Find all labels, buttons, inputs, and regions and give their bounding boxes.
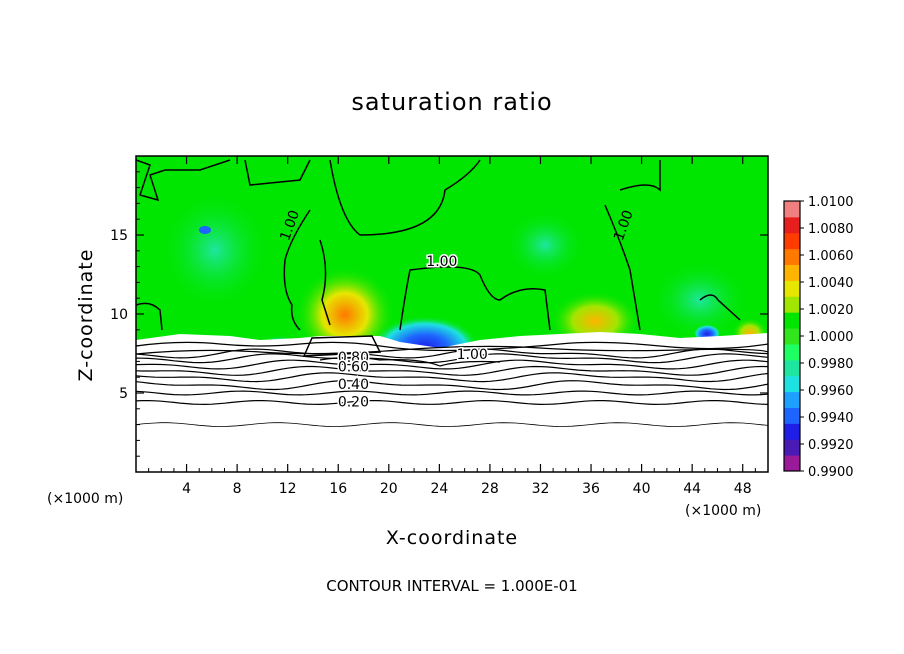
field-patch bbox=[505, 210, 585, 280]
y-tick-label: 15 bbox=[110, 228, 128, 244]
contour-interval-note: CONTOUR INTERVAL = 1.000E-01 bbox=[326, 577, 578, 595]
x-tick-label: 40 bbox=[633, 481, 651, 497]
contour-line bbox=[136, 365, 768, 376]
x-unit-label-left: (×1000 m) bbox=[47, 491, 124, 507]
colorbar-swatch bbox=[784, 455, 800, 472]
colorbar-tick-label: 1.0080 bbox=[808, 222, 854, 237]
x-tick-label: 36 bbox=[582, 481, 600, 497]
chart-title: saturation ratio bbox=[351, 88, 553, 116]
field-patch bbox=[160, 190, 270, 310]
x-axis-ticks: 4 8 12 16 20 24 28 32 36 40 44 48 bbox=[148, 156, 756, 497]
x-tick-label: 16 bbox=[329, 481, 347, 497]
x-tick-label: 4 bbox=[182, 481, 191, 497]
colorbar-swatch bbox=[784, 216, 800, 234]
contour-line bbox=[136, 390, 768, 396]
colorbar-swatch bbox=[784, 439, 800, 456]
colorbar-tick-label: 0.9940 bbox=[808, 411, 854, 426]
contour-label: 1.00 bbox=[457, 347, 488, 363]
x-tick-label: 28 bbox=[481, 481, 499, 497]
colorbar-swatch bbox=[784, 359, 800, 377]
contour-label: 0.20 bbox=[338, 394, 369, 410]
colorbar-swatch bbox=[784, 391, 800, 408]
colorbar-tick-label: 0.9980 bbox=[808, 357, 854, 372]
colorbar-tick-label: 1.0000 bbox=[808, 330, 854, 345]
contour-line bbox=[136, 359, 768, 370]
colorbar-tick-label: 0.9900 bbox=[808, 465, 854, 480]
saturation-field bbox=[136, 156, 768, 472]
x-axis-label: X-coordinate bbox=[385, 527, 519, 549]
contour-line bbox=[136, 372, 768, 383]
colorbar-swatch bbox=[784, 201, 800, 218]
x-tick-label: 20 bbox=[380, 481, 398, 497]
contour-label: 0.60 bbox=[338, 360, 369, 376]
field-coldspot bbox=[199, 226, 211, 234]
contour-label: 0.40 bbox=[338, 377, 369, 393]
field-coldspot bbox=[693, 320, 721, 340]
y-tick-label: 5 bbox=[119, 386, 128, 402]
x-tick-label: 8 bbox=[233, 481, 242, 497]
x-tick-label: 24 bbox=[430, 481, 448, 497]
contour-label: 0.80 bbox=[338, 350, 369, 366]
colorbar-swatch bbox=[784, 407, 800, 424]
y-tick-label: 10 bbox=[110, 307, 128, 323]
contour-label: 1.00 bbox=[426, 254, 457, 270]
x-tick-label: 12 bbox=[279, 481, 297, 497]
colorbar-swatch bbox=[784, 343, 800, 361]
colorbar-swatch bbox=[784, 296, 800, 313]
contour-lines bbox=[136, 348, 768, 427]
x-tick-label: 48 bbox=[734, 481, 752, 497]
field-hotspot bbox=[550, 285, 640, 345]
x-unit-label-right: (×1000 m) bbox=[685, 503, 762, 519]
colorbar-swatch bbox=[784, 280, 800, 297]
colorbar-swatch bbox=[784, 232, 800, 250]
x-tick-label: 44 bbox=[683, 481, 701, 497]
colorbar-swatch bbox=[784, 312, 800, 329]
colorbar-swatch bbox=[784, 423, 800, 440]
colorbar-tick-label: 1.0020 bbox=[808, 303, 854, 318]
colorbar-swatch bbox=[784, 375, 800, 393]
colorbar-tick-label: 1.0100 bbox=[808, 195, 854, 210]
colorbar-tick-label: 1.0060 bbox=[808, 249, 854, 264]
contour-line bbox=[136, 422, 768, 427]
y-axis-ticks: 5 10 15 bbox=[110, 171, 768, 457]
contour-line bbox=[136, 380, 768, 391]
colorbar-swatch bbox=[784, 328, 800, 345]
contour-line bbox=[136, 348, 768, 359]
colorbar-swatch bbox=[784, 264, 800, 281]
contour-labels: 1.001.001.001.000.800.600.400.20 bbox=[277, 208, 636, 412]
field-hotspot bbox=[295, 257, 395, 353]
contour-line bbox=[136, 400, 768, 406]
colorbar-tick-label: 0.9920 bbox=[808, 438, 854, 453]
contour-line bbox=[136, 353, 768, 364]
colorbar-swatch bbox=[784, 248, 800, 266]
colorbar: 1.0100 1.0080 1.0060 1.0040 1.0020 1.0000 0.99… bbox=[783, 195, 854, 480]
x-tick-label: 32 bbox=[532, 481, 550, 497]
colorbar-tick-label: 0.9960 bbox=[808, 384, 854, 399]
colorbar-tick-label: 1.0040 bbox=[808, 276, 854, 291]
